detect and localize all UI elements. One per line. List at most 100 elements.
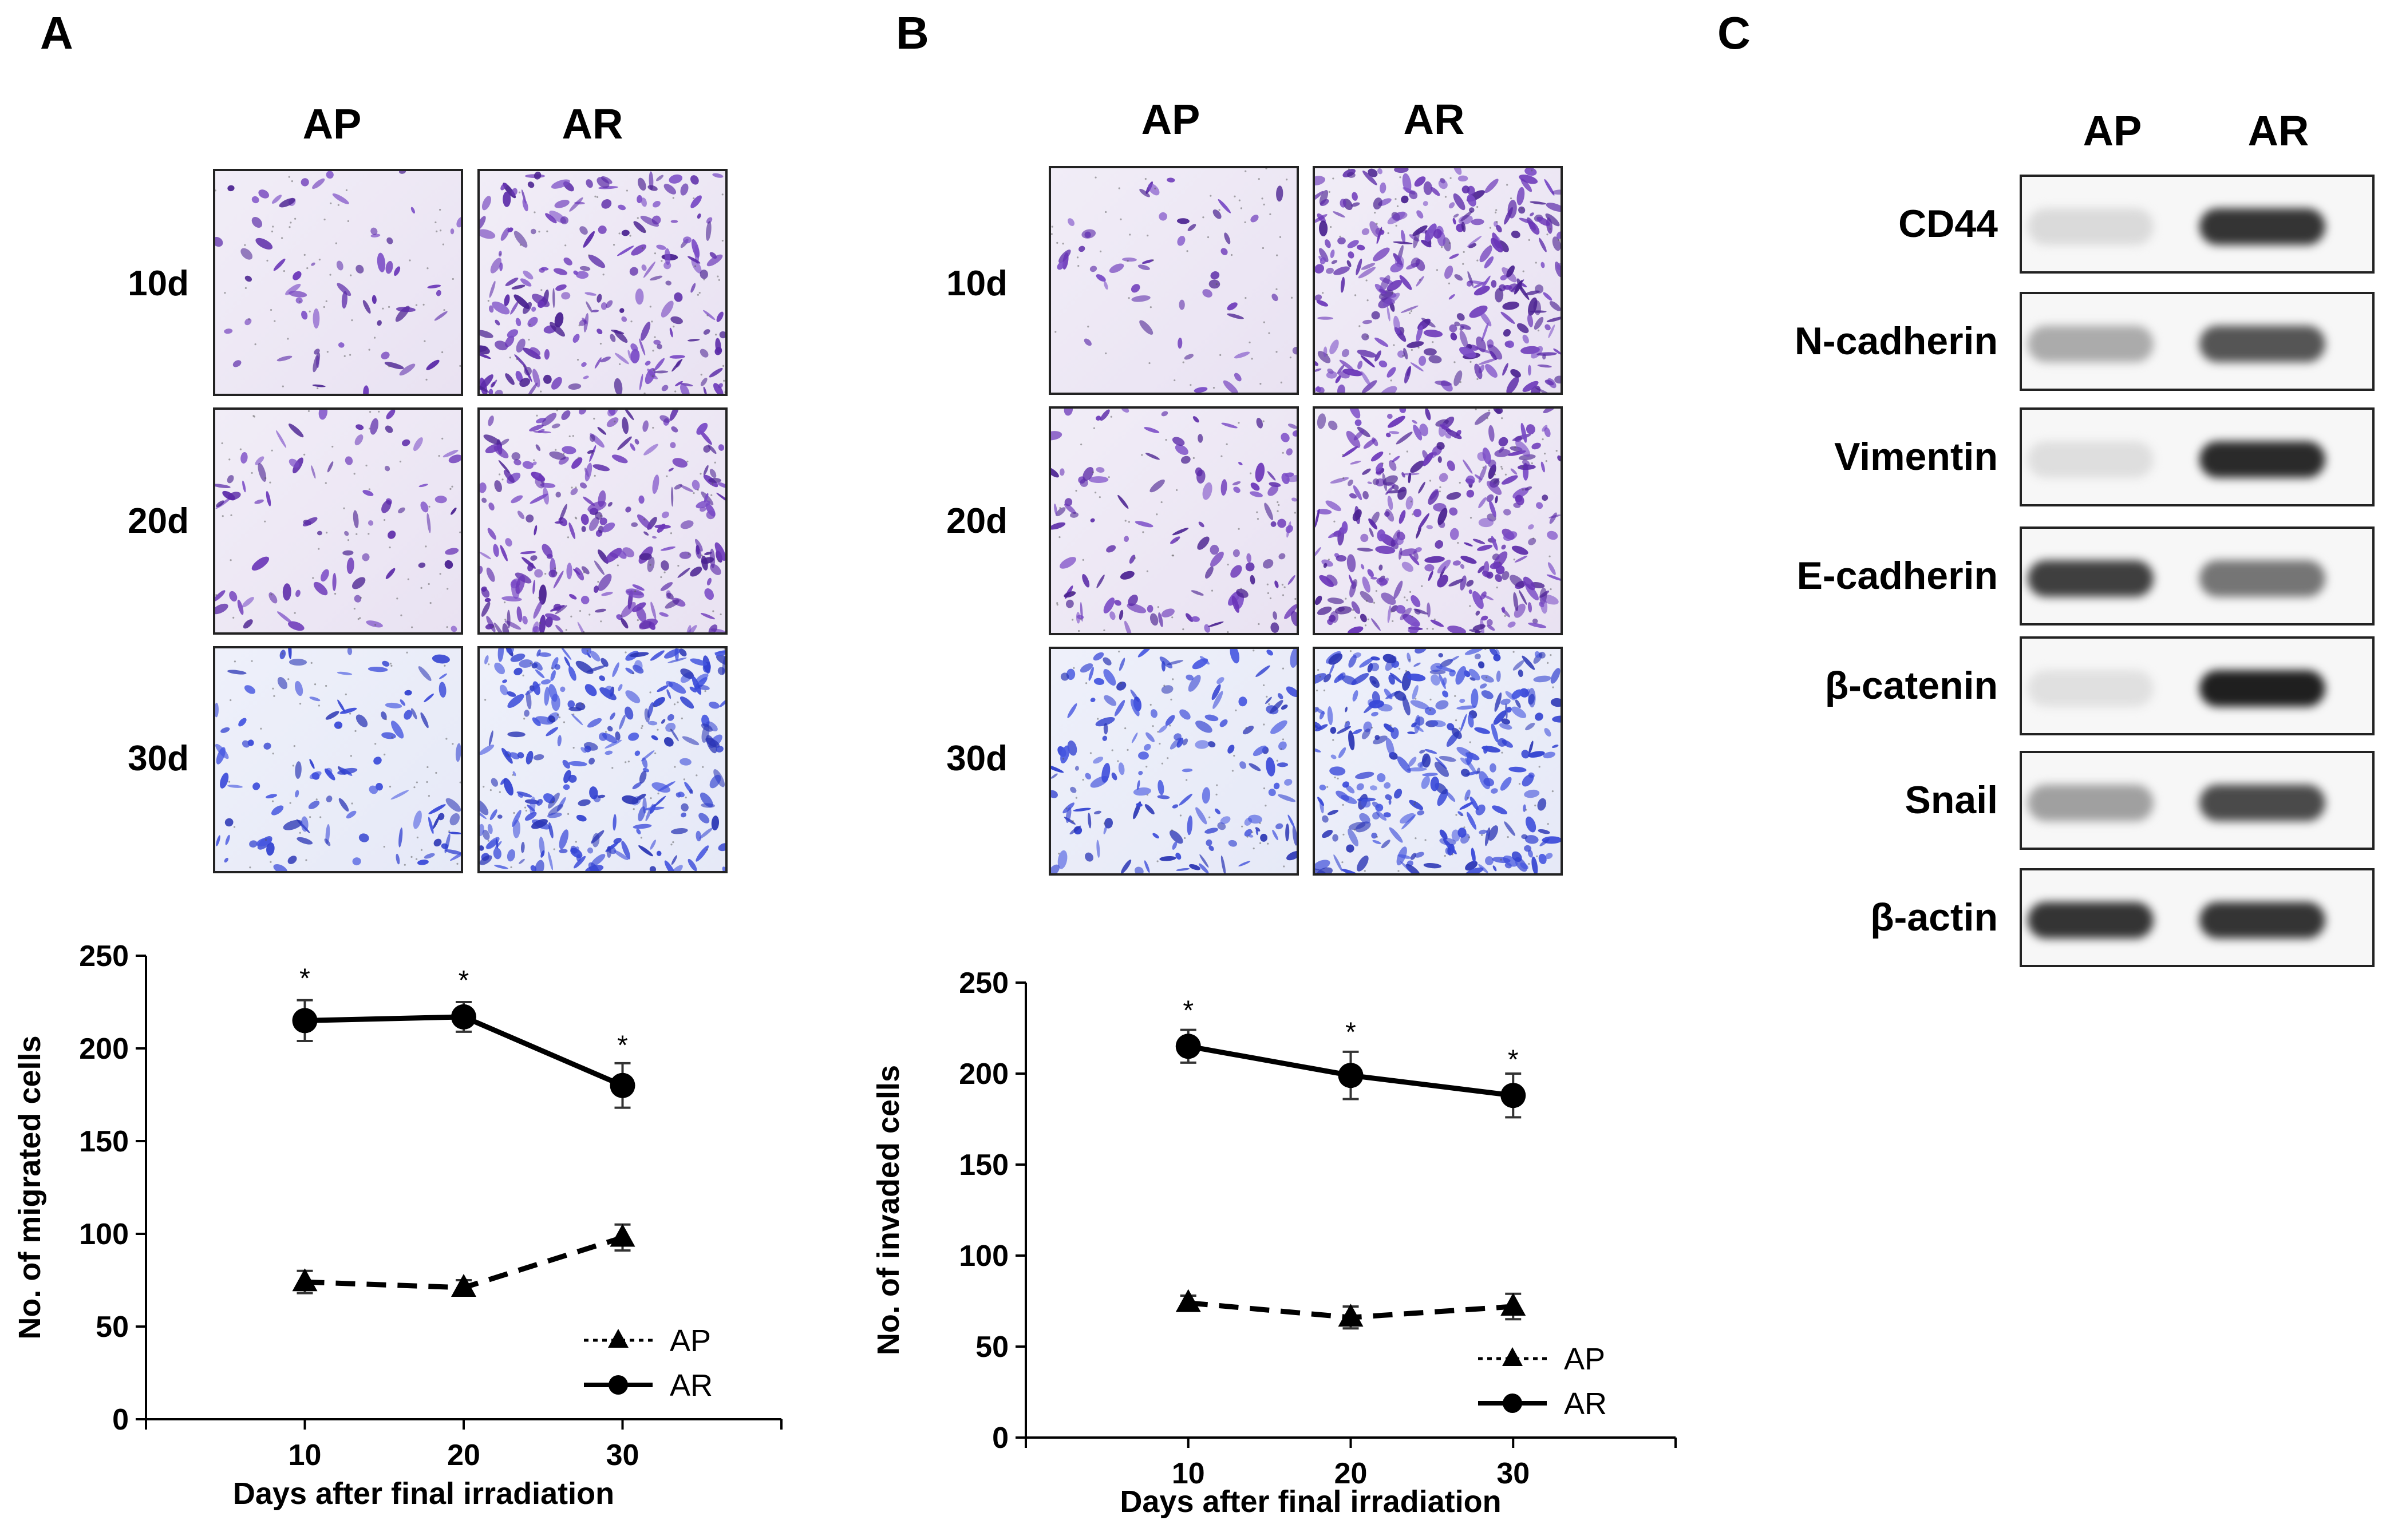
cell: [1524, 835, 1539, 844]
cell: [1421, 775, 1430, 789]
cell: [1503, 509, 1511, 516]
pore-dot: [1550, 654, 1552, 656]
cell: [1540, 461, 1545, 473]
cell: [1466, 489, 1475, 498]
pore-dot: [1489, 244, 1492, 247]
cell: [1390, 727, 1399, 739]
pore-dot: [325, 300, 327, 302]
pore-dot: [1390, 379, 1392, 382]
cell: [1096, 574, 1105, 588]
pore-dot: [1463, 251, 1465, 253]
cell: [1550, 668, 1561, 684]
cell: [1073, 807, 1091, 811]
cell: [594, 608, 607, 613]
cell: [436, 290, 441, 296]
cell: [1446, 791, 1456, 802]
cell: [633, 221, 646, 233]
cell: [1250, 491, 1263, 497]
cell: [700, 430, 712, 445]
pore-dot: [1392, 620, 1394, 623]
cell: [355, 714, 368, 727]
cell: [1401, 561, 1413, 572]
cell: [642, 420, 649, 432]
cell: [682, 236, 692, 244]
cell: [714, 651, 725, 656]
cell: [530, 347, 540, 356]
pore-dot: [1267, 842, 1269, 845]
pore-dot: [1283, 586, 1286, 588]
cell: [1402, 696, 1411, 716]
cell: [579, 482, 587, 489]
pore-dot: [1127, 260, 1129, 262]
pore-dot: [501, 478, 504, 481]
cell: [1315, 176, 1326, 185]
pore-dot: [672, 197, 674, 199]
cell: [353, 510, 359, 528]
cell: [1114, 700, 1125, 716]
cell: [531, 472, 546, 482]
cell: [591, 310, 599, 312]
cell: [598, 225, 607, 234]
pore-dot: [1085, 682, 1088, 684]
pore-dot: [1065, 807, 1068, 810]
cell: [1054, 503, 1057, 515]
cell: [517, 510, 525, 520]
pore-dot: [512, 774, 514, 776]
cell: [1357, 548, 1373, 552]
cell: [1346, 554, 1356, 572]
pore-dot: [452, 278, 454, 280]
cell: [1278, 553, 1286, 560]
cell: [536, 649, 541, 657]
cell: [1396, 605, 1406, 614]
cell: [1104, 695, 1117, 706]
data-point-ap: [1338, 1304, 1364, 1327]
pore-dot: [1381, 462, 1384, 465]
legend-label-ap: AP: [1564, 1342, 1605, 1376]
cell: [656, 175, 663, 181]
cell: [1459, 330, 1468, 348]
pore-dot: [1468, 836, 1471, 838]
pore-dot: [510, 866, 512, 869]
cell: [334, 721, 343, 729]
blot-label: E-cadherin: [1796, 554, 1998, 597]
cell: [698, 813, 710, 824]
pore-dot: [1370, 726, 1373, 729]
cell: [1260, 833, 1268, 842]
cell: [1287, 423, 1297, 429]
pore-dot: [1082, 559, 1084, 561]
cell: [681, 812, 686, 818]
cell: [1250, 575, 1255, 585]
cell: [1161, 660, 1166, 672]
pore-dot: [323, 218, 326, 221]
pore-dot: [1265, 805, 1267, 807]
pore-dot: [1390, 611, 1393, 613]
cell: [1145, 453, 1160, 460]
cell: [256, 837, 272, 847]
cell: [1271, 294, 1278, 302]
cell: [1337, 237, 1346, 245]
cell: [671, 855, 677, 865]
pore-dot: [441, 437, 444, 440]
pore-dot: [619, 363, 621, 365]
cell: [287, 856, 297, 864]
cell: [480, 552, 491, 560]
pore-dot: [1376, 223, 1378, 225]
cell: [634, 750, 641, 757]
pore-dot: [1365, 279, 1368, 282]
cell: [355, 424, 364, 430]
pore-dot: [1518, 783, 1521, 785]
cell: [647, 369, 656, 378]
band-ar: [2199, 784, 2325, 821]
cell: [1354, 419, 1362, 426]
cell: [1447, 723, 1455, 731]
cell: [527, 382, 538, 394]
cell: [386, 410, 396, 419]
cell: [1475, 804, 1486, 815]
pore-dot: [1175, 489, 1178, 491]
cell: [1502, 363, 1508, 376]
cell: [1473, 286, 1490, 296]
pore-dot: [653, 705, 655, 707]
cell: [1316, 386, 1321, 393]
cell: [665, 280, 671, 286]
cell: [621, 841, 631, 860]
